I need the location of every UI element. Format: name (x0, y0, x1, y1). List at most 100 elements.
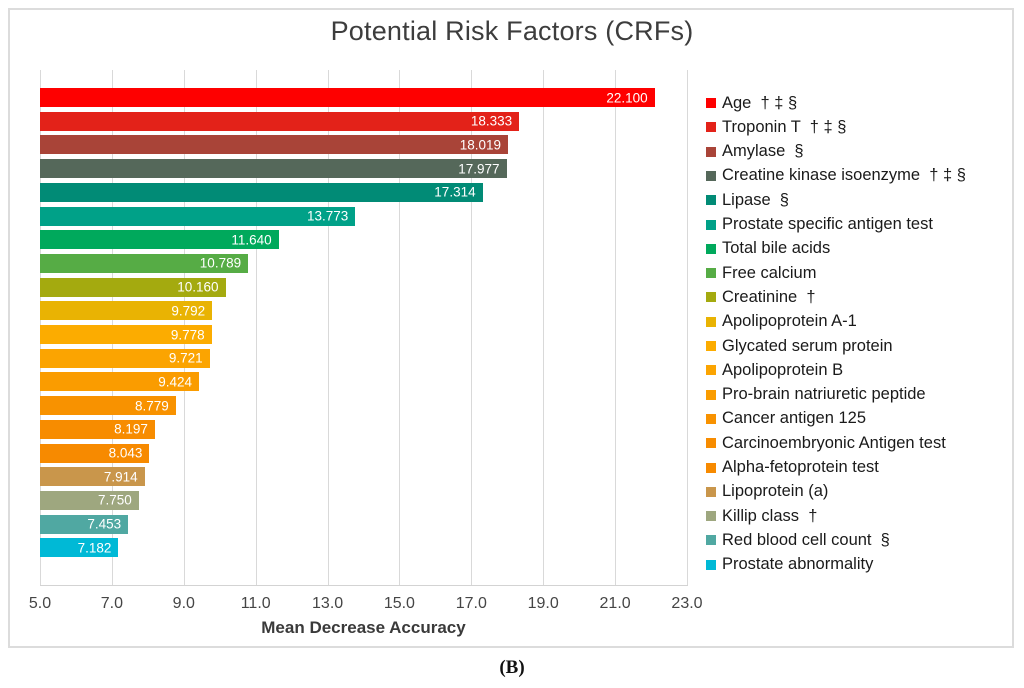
legend-item: Lipoprotein (a) (706, 480, 828, 504)
legend: Age † ‡ § Troponin T † ‡ § Amylase § Creati… (706, 70, 1008, 585)
legend-label: Cancer antigen 125 (722, 409, 867, 428)
bar: 9.424 (40, 372, 199, 392)
chart-title: Potential Risk Factors (CRFs) (330, 16, 694, 46)
bar-value-label: 18.019 (459, 137, 501, 153)
legend-item: Amylase § (706, 140, 804, 164)
bar-value-label: 8.779 (135, 398, 169, 414)
bar: 10.160 (40, 277, 226, 297)
bar-value-label: 13.773 (307, 208, 349, 224)
legend-label: Amylase § (722, 142, 804, 161)
figure-caption: (B) (499, 657, 525, 678)
bar-value-label: 7.750 (98, 492, 132, 508)
bar-value-label: 8.197 (114, 421, 148, 437)
bar: 7.914 (40, 467, 145, 487)
x-tick-label: 21.0 (599, 595, 631, 612)
legend-label: Pro-brain natriuretic peptide (722, 385, 926, 404)
x-tick-label: 17.0 (455, 595, 487, 612)
legend-label: Creatinine † (722, 287, 816, 306)
legend-label: Free calcium (722, 263, 817, 282)
legend-item: Apolipoprotein B (706, 358, 843, 382)
legend-item: Apolipoprotein A-1 (706, 310, 857, 334)
x-tick-label: 5.0 (28, 595, 52, 612)
bar: 8.779 (40, 396, 176, 416)
legend-label: Red blood cell count § (722, 530, 890, 549)
gridline (687, 70, 688, 585)
bar-value-label: 10.160 (177, 279, 219, 295)
legend-item: Total bile acids (706, 237, 830, 261)
legend-swatch (706, 170, 716, 181)
legend-item: Prostate specific antigen test (706, 213, 933, 237)
legend-swatch (706, 243, 716, 254)
legend-swatch (706, 341, 716, 351)
legend-item: Age † ‡ § (706, 91, 797, 115)
legend-item: Red blood cell count § (706, 528, 890, 552)
bar-value-label: 11.640 (231, 232, 272, 248)
bar-value-label: 7.182 (77, 540, 112, 556)
legend-label: Total bile acids (722, 239, 831, 258)
bar: 9.792 (40, 301, 213, 321)
legend-item: Carcinoembryonic Antigen test (706, 431, 946, 455)
bar-value-label: 7.914 (103, 469, 138, 485)
legend-swatch (706, 365, 716, 376)
x-tick-label: 13.0 (312, 595, 344, 612)
legend-swatch (706, 511, 716, 522)
legend-item: Pro-brain natriuretic peptide (706, 383, 926, 407)
legend-label: Lipoprotein (a) (722, 482, 829, 501)
gridline (615, 70, 617, 585)
legend-swatch (706, 389, 716, 400)
gridline (399, 70, 401, 585)
x-tick-label: 11.0 (240, 595, 271, 612)
legend-label: Apolipoprotein B (722, 360, 844, 379)
legend-item: Lipase § (706, 188, 789, 212)
bar-value-label: 17.314 (434, 184, 476, 200)
gridline (543, 70, 545, 585)
bar: 7.453 (40, 514, 129, 534)
bar: 10.789 (40, 253, 249, 273)
legend-item: Troponin T † ‡ § (706, 115, 846, 139)
x-tick-label: 23.0 (671, 595, 703, 612)
legend-item: Creatine kinase isoenzyme † ‡ § (706, 164, 966, 188)
legend-swatch (706, 438, 716, 449)
legend-swatch (706, 559, 716, 570)
x-tick-label: 9.0 (172, 595, 195, 612)
bar: 7.182 (40, 538, 119, 558)
legend-label: Prostate specific antigen test (722, 215, 933, 233)
bar-value-label: 7.453 (87, 516, 122, 532)
bar-value-label: 9.424 (158, 374, 192, 390)
bar-value-label: 17.977 (458, 161, 500, 177)
x-axis-line (40, 585, 688, 586)
bar: 11.640 (40, 230, 279, 250)
legend-swatch (706, 413, 716, 424)
bar: 7.750 (40, 490, 139, 510)
x-tick-label: 7.0 (100, 595, 124, 612)
bar: 22.100 (40, 88, 655, 107)
legend-swatch (706, 219, 716, 230)
legend-item: Creatinine † (706, 285, 816, 309)
legend-label: Alpha-fetoprotein test (722, 458, 879, 476)
legend-label: Killip class † (722, 506, 818, 525)
bar: 8.197 (40, 419, 155, 439)
gridline (471, 70, 473, 585)
legend-item: Killip class † (706, 504, 817, 528)
legend-swatch (706, 316, 716, 327)
legend-label: Apolipoprotein A-1 (722, 312, 857, 331)
bar: 9.778 (40, 325, 212, 344)
legend-swatch (706, 122, 716, 133)
bar: 8.043 (40, 443, 150, 463)
legend-item: Alpha-fetoprotein test (706, 456, 879, 480)
legend-item: Glycated serum protein (706, 334, 893, 358)
bar: 13.773 (40, 206, 356, 226)
bar: 18.333 (40, 111, 520, 131)
bar-value-label: 8.043 (108, 445, 143, 461)
bar-value-label: 22.100 (606, 90, 648, 105)
legend-swatch (706, 535, 716, 546)
legend-label: Creatine kinase isoenzyme † ‡ § (722, 166, 966, 185)
gridline (327, 70, 329, 585)
bar-value-label: 10.789 (199, 255, 242, 271)
bar: 17.314 (40, 182, 483, 202)
x-tick-label: 15.0 (383, 595, 415, 612)
legend-item: Cancer antigen 125 (706, 407, 866, 431)
bar-value-label: 9.721 (168, 350, 203, 366)
legend-swatch (706, 146, 716, 157)
bar-value-label: 9.792 (171, 303, 206, 319)
